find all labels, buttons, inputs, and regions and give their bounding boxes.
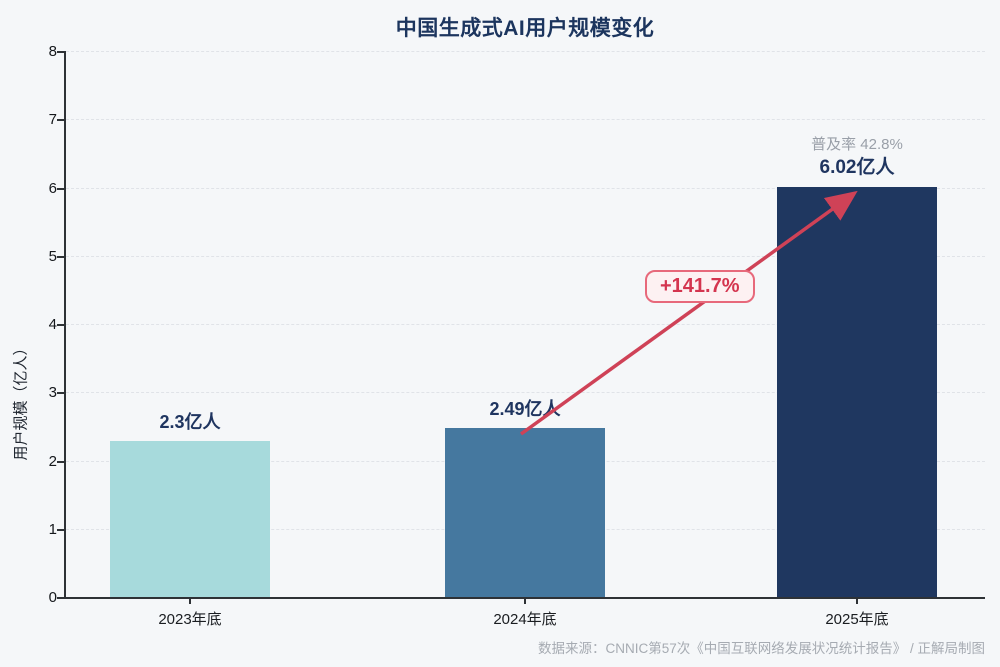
growth-badge: +141.7%	[645, 270, 755, 303]
x-label-2024: 2024年底	[493, 611, 557, 628]
y-tick-mark-4	[57, 324, 65, 326]
bar-value-2024: 2.49亿人	[489, 399, 561, 419]
bar-labels-2023: 2.3亿人	[60, 410, 320, 434]
y-tick-label-6: 6	[48, 179, 57, 197]
y-tick-mark-2	[57, 460, 65, 463]
y-tick-label-5: 5	[48, 247, 57, 265]
y-tick-label-4: 4	[48, 316, 57, 333]
x-label-2023: 2023年底	[158, 611, 222, 628]
y-tick-mark-6	[57, 187, 65, 190]
y-tick-mark-8	[57, 51, 65, 53]
y-tick-mark-0	[57, 597, 65, 599]
y-tick-label-8: 8	[48, 43, 57, 60]
x-tick-mark-2025年底	[856, 598, 858, 604]
x-tick-mark-2023年底	[189, 598, 191, 604]
x-tick-mark-2024年底	[524, 598, 526, 604]
y-tick-mark-1	[57, 528, 65, 531]
y-tick-label-2: 2	[48, 452, 57, 470]
bar-value-2025: 6.02亿人	[819, 157, 895, 178]
source-note: 数据来源：CNNIC第57次《中国互联网络发展状况统计报告》 / 正解局制图	[537, 641, 985, 656]
x-label-2025: 2025年底	[825, 611, 889, 628]
y-tick-label-3: 3	[48, 384, 57, 402]
bar-labels-2025: 普及率 42.8% 6.02亿人	[727, 134, 987, 180]
penetration-rate-label: 普及率 42.8%	[811, 136, 903, 153]
gridline-7	[66, 119, 985, 121]
bar-fill-2023	[110, 441, 270, 598]
y-tick-mark-3	[57, 392, 65, 395]
chart-title: 中国生成式AI用户规模变化	[395, 17, 655, 40]
y-tick-label-0: 0	[48, 589, 57, 606]
y-tick-mark-7	[57, 119, 65, 122]
y-tick-mark-5	[57, 255, 65, 258]
gridline-6	[66, 187, 985, 189]
bar-labels-2024: 2.49亿人	[395, 397, 655, 421]
y-tick-label-1: 1	[48, 520, 57, 538]
gridline-8	[66, 51, 985, 52]
bar-value-2023: 2.3亿人	[159, 412, 221, 432]
bar-fill-2025	[777, 187, 937, 598]
bar-fill-2024	[445, 428, 605, 598]
y-tick-label-7: 7	[48, 111, 57, 129]
